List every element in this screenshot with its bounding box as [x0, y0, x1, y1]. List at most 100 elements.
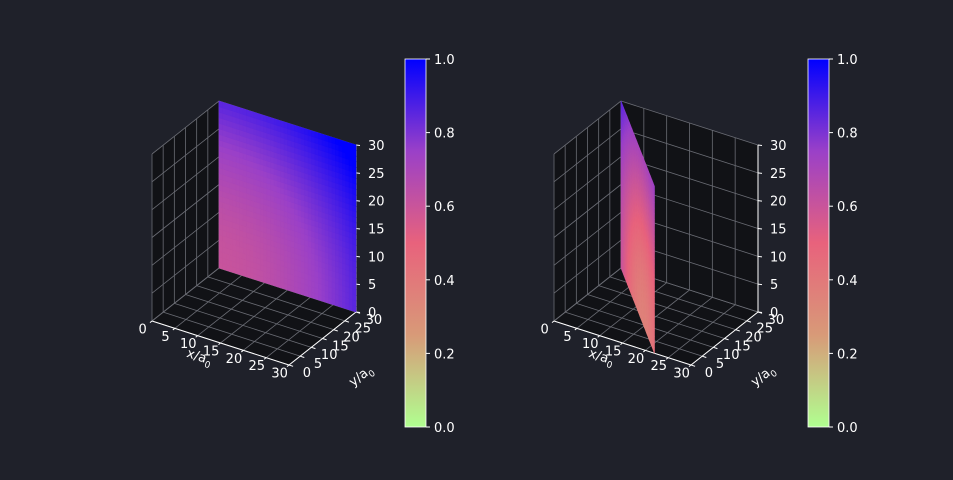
y-tick-label: 0 — [705, 366, 713, 381]
colorbar-tick-label: 1.0 — [434, 53, 455, 68]
surface-cell — [218, 100, 223, 109]
surface-cell — [232, 104, 237, 113]
surface-cell — [259, 113, 264, 122]
z-tick-label: 10 — [368, 250, 385, 265]
left-wall-gridline-z — [553, 100, 622, 155]
z-tick — [757, 200, 763, 202]
y-tick-label: 20 — [745, 330, 762, 345]
x-tick-label: 30 — [673, 366, 690, 381]
y-axis-label-text: y/a — [748, 366, 773, 390]
y-tick — [713, 346, 718, 350]
z-tick — [355, 172, 361, 174]
surface-cell — [294, 124, 299, 133]
surface-cell — [335, 137, 340, 146]
z-tick-label: 15 — [368, 223, 385, 238]
y-tick — [690, 364, 696, 367]
colorbar-tick-label: 0.4 — [837, 274, 858, 289]
surface-cell — [256, 112, 261, 121]
surface-cell — [331, 136, 336, 145]
surface-cell — [273, 118, 278, 126]
x-tick-label: 20 — [628, 352, 645, 367]
z-tick-label: 15 — [770, 223, 787, 238]
colorbar — [404, 58, 427, 428]
surface-cell — [225, 102, 230, 111]
x-tick-label: 10 — [180, 337, 197, 352]
z-tick — [355, 311, 361, 313]
z-tick — [355, 255, 361, 258]
y-tick — [311, 346, 316, 350]
x-tick — [195, 335, 198, 338]
surface-cell — [311, 130, 316, 138]
x-axis-label-sub: 0 — [605, 360, 614, 371]
z-tick-label: 30 — [368, 139, 385, 154]
y-tick-label: 5 — [314, 357, 322, 372]
z-tick-label: 5 — [770, 278, 778, 293]
surface-cell — [620, 100, 623, 109]
left-wall-gridline-z — [151, 100, 220, 155]
x-axis-label: x/a0 — [184, 346, 214, 371]
y-axis-label: y/a0 — [346, 362, 378, 392]
x-tick — [263, 357, 267, 360]
z-tick — [355, 283, 361, 286]
left-wall-gridline-z — [553, 128, 622, 183]
x-tick — [665, 357, 669, 360]
left-wall-gridline-z — [151, 128, 220, 183]
surface-cell — [249, 110, 254, 119]
x-tick-label: 0 — [138, 322, 146, 337]
y-tick-label: 5 — [716, 357, 724, 372]
z-tick — [355, 228, 361, 230]
x-tick — [218, 342, 221, 345]
surface-cell — [287, 122, 292, 131]
z-tick-label: 20 — [770, 195, 787, 210]
z-tick — [757, 144, 763, 146]
x-axis-label-sub: 0 — [203, 360, 212, 371]
y-tick — [746, 320, 752, 323]
x-tick-label: 30 — [271, 366, 288, 381]
y-tick — [300, 355, 305, 358]
back-wall-gridline-z — [620, 100, 759, 146]
x-tick-label: 5 — [161, 330, 169, 345]
colorbar-tick-label: 0.6 — [837, 200, 858, 215]
y-axis-label-sub: 0 — [367, 369, 378, 381]
z-tick — [355, 200, 361, 202]
z-tick — [757, 283, 763, 286]
y-tick — [735, 329, 740, 332]
x-tick-label: 20 — [226, 352, 243, 367]
y-tick — [322, 338, 327, 341]
y-tick — [333, 329, 338, 332]
z-tick-label: 25 — [770, 167, 787, 182]
surface-cell — [321, 133, 326, 142]
x-tick-label: 10 — [582, 337, 599, 352]
surface-cell — [317, 132, 323, 141]
x-tick-label: 25 — [249, 359, 266, 374]
surface-cell — [341, 140, 347, 148]
x-axis-label-text: x/a — [185, 346, 209, 366]
surface-cell — [345, 141, 350, 149]
x-tick — [688, 364, 692, 367]
surface-cell — [297, 125, 302, 134]
z-tick — [757, 255, 763, 258]
surface-cell — [235, 106, 240, 114]
surface-cell — [348, 142, 353, 150]
y-tick-label: 15 — [332, 339, 349, 354]
x-tick — [241, 349, 244, 353]
colorbar — [807, 58, 830, 428]
colorbar-tick-label: 0.2 — [837, 347, 858, 362]
surface-cell — [324, 134, 329, 143]
x-tick — [149, 320, 153, 323]
surface-cell — [270, 117, 275, 125]
colorbar-tick-label: 0.8 — [837, 127, 858, 142]
right-surface-plot: 0 5 10 15 20 25 30 051015202530051015202530x/a0… — [540, 53, 857, 436]
surface-cell — [246, 109, 251, 117]
z-tick — [757, 311, 763, 313]
surface-cell — [222, 101, 227, 110]
surface-cell — [352, 143, 357, 152]
y-tick-label: 20 — [343, 330, 360, 345]
surface-cell — [290, 123, 295, 132]
back-wall-gridline-z — [620, 128, 759, 174]
z-tick-label: 0 — [368, 306, 376, 321]
x-tick-label: 5 — [563, 330, 571, 345]
z-tick-label: 25 — [368, 167, 385, 182]
z-tick-label: 0 — [770, 306, 778, 321]
surface-cell — [276, 119, 281, 127]
